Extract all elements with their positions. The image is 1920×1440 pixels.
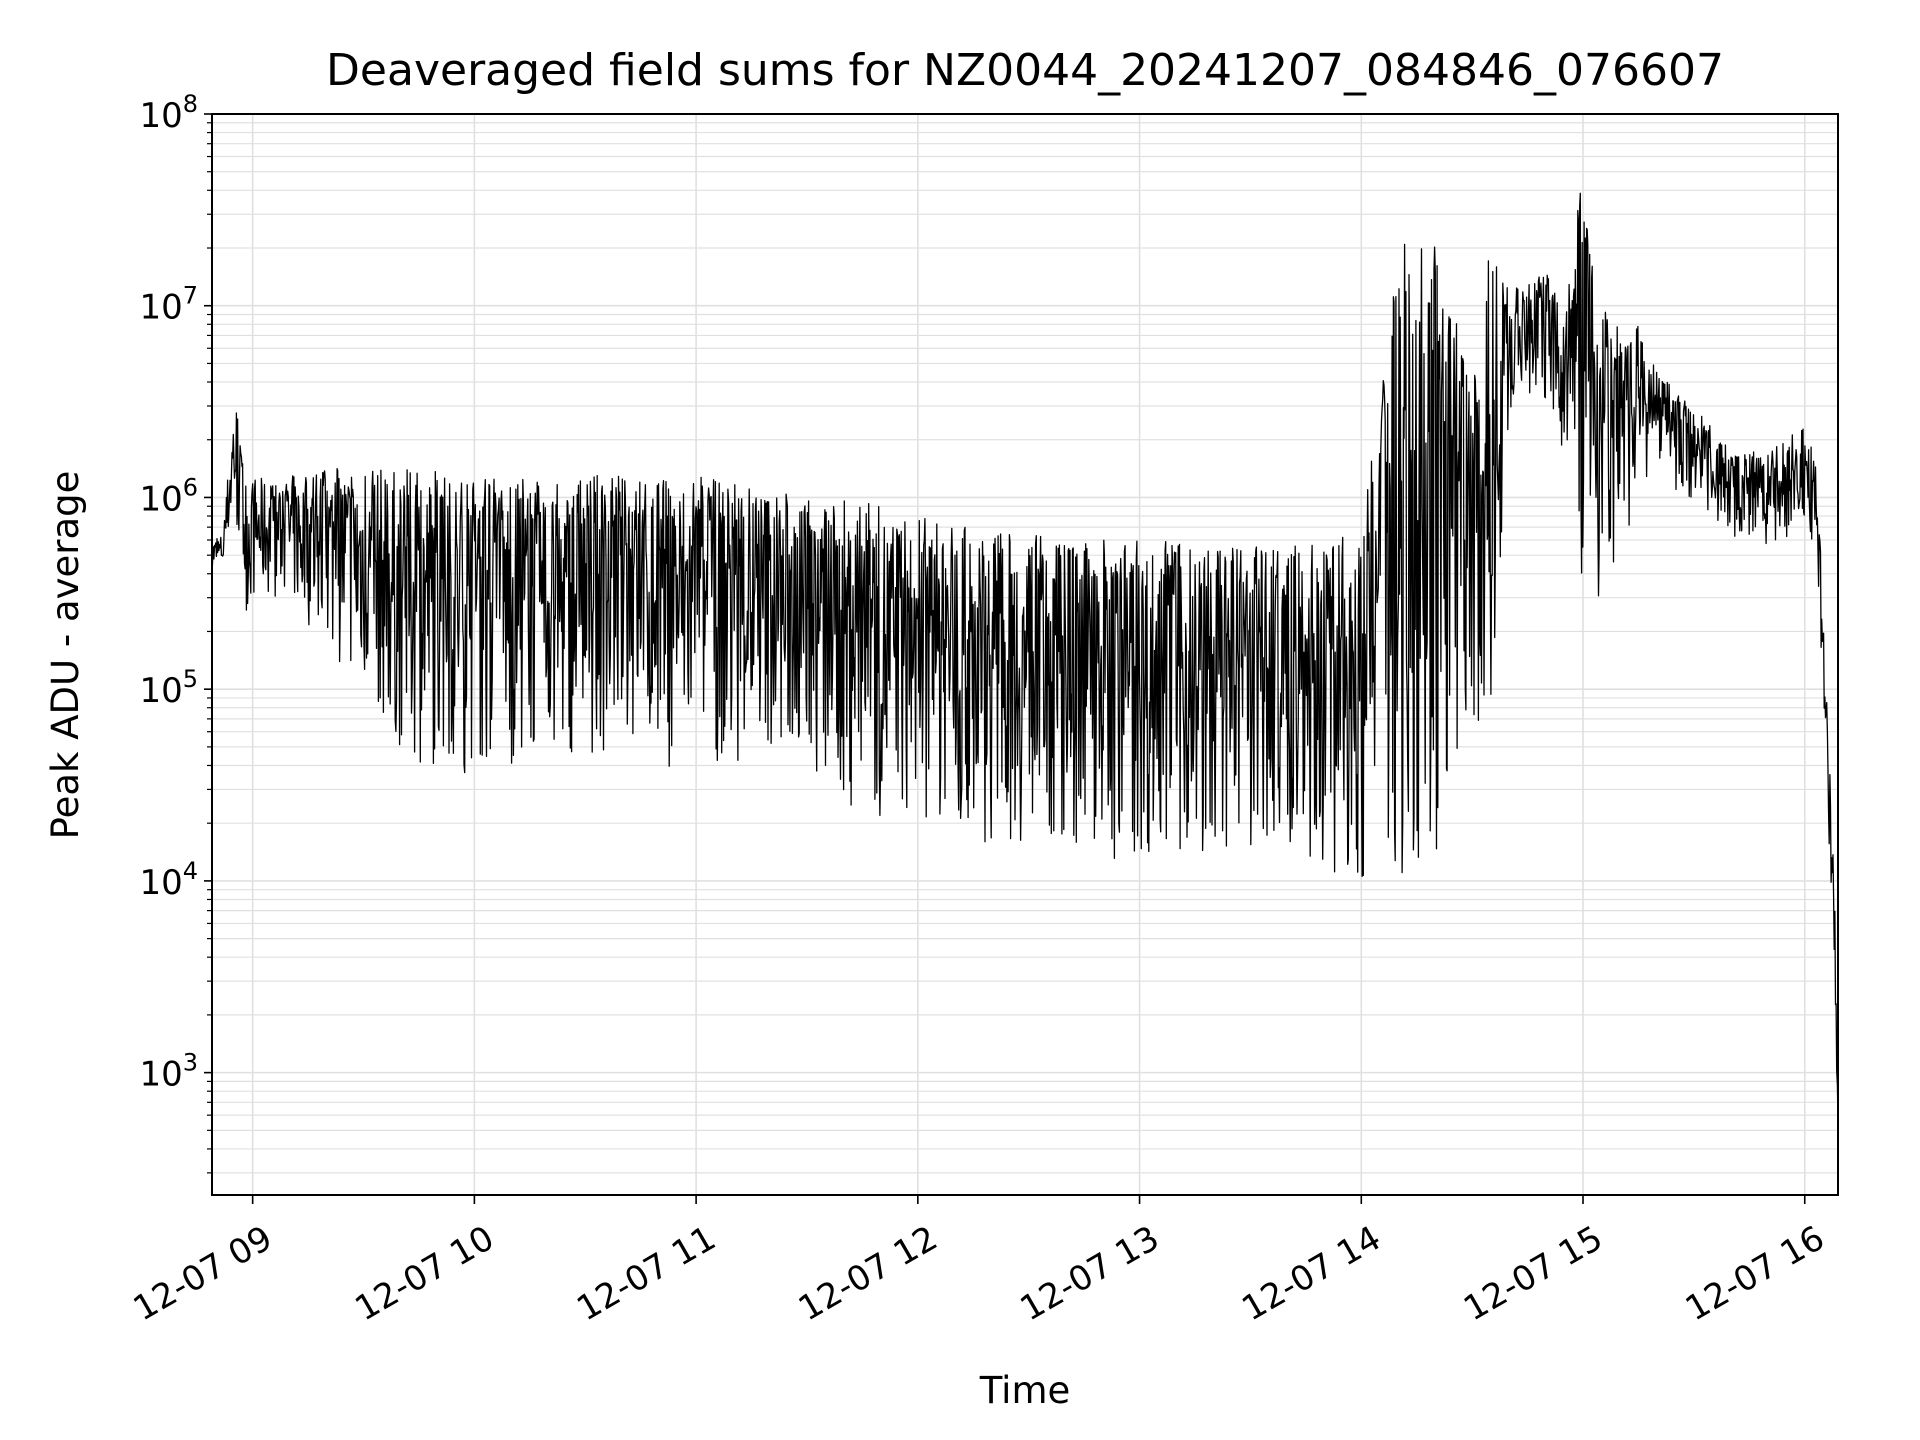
y-tick-label: 106 (139, 473, 198, 519)
plot-area (211, 113, 1839, 1196)
series-line (211, 192, 1839, 1126)
y-tick-label: 105 (139, 665, 198, 711)
y-tick-label: 108 (139, 90, 198, 136)
y-axis-ticks: 103 104 105 106 107 108 (139, 90, 212, 1174)
y-tick-label: 107 (139, 282, 198, 328)
plot-frame (211, 113, 1839, 1196)
y-axis-label: Peak ADU - average (44, 471, 87, 840)
x-axis-label: Time (979, 1369, 1071, 1412)
chart-title: Deaveraged field sums for NZ0044_2024120… (326, 45, 1724, 96)
series-layer (211, 192, 1839, 1126)
y-tick-label: 103 (139, 1049, 198, 1095)
y-tick-label: 104 (139, 857, 198, 903)
